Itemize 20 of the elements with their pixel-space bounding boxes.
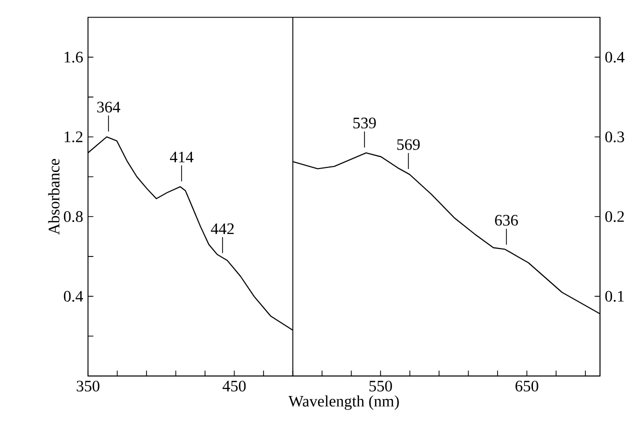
x-tick-label: 450 bbox=[222, 380, 246, 392]
x-tick-label: 550 bbox=[369, 380, 392, 392]
y-tick-label: 0.4 bbox=[64, 290, 84, 302]
x-axis-title: Wavelength (nm) bbox=[288, 395, 399, 410]
y2-tick-label: 0.4 bbox=[605, 52, 624, 63]
x-tick-label: 650 bbox=[516, 380, 538, 392]
y2-tick-label: 0.2 bbox=[605, 211, 624, 222]
annotation: 442 bbox=[210, 223, 234, 234]
y-axis-title: Absorbance bbox=[48, 159, 60, 235]
annotation: 364 bbox=[97, 102, 120, 112]
annotation: 539 bbox=[353, 118, 376, 128]
annotation: 636 bbox=[495, 214, 518, 226]
x-tick-label: 350 bbox=[76, 380, 100, 392]
y-tick-label: 1.2 bbox=[64, 131, 82, 142]
annotation: 414 bbox=[170, 152, 194, 162]
y-tick-label: 0.8 bbox=[64, 211, 83, 222]
annotation: 569 bbox=[397, 139, 420, 150]
y2-tick-label: 0.1 bbox=[605, 290, 624, 302]
y-tick-label: 1.6 bbox=[64, 52, 83, 63]
y2-tick-label: 0.3 bbox=[605, 131, 624, 142]
